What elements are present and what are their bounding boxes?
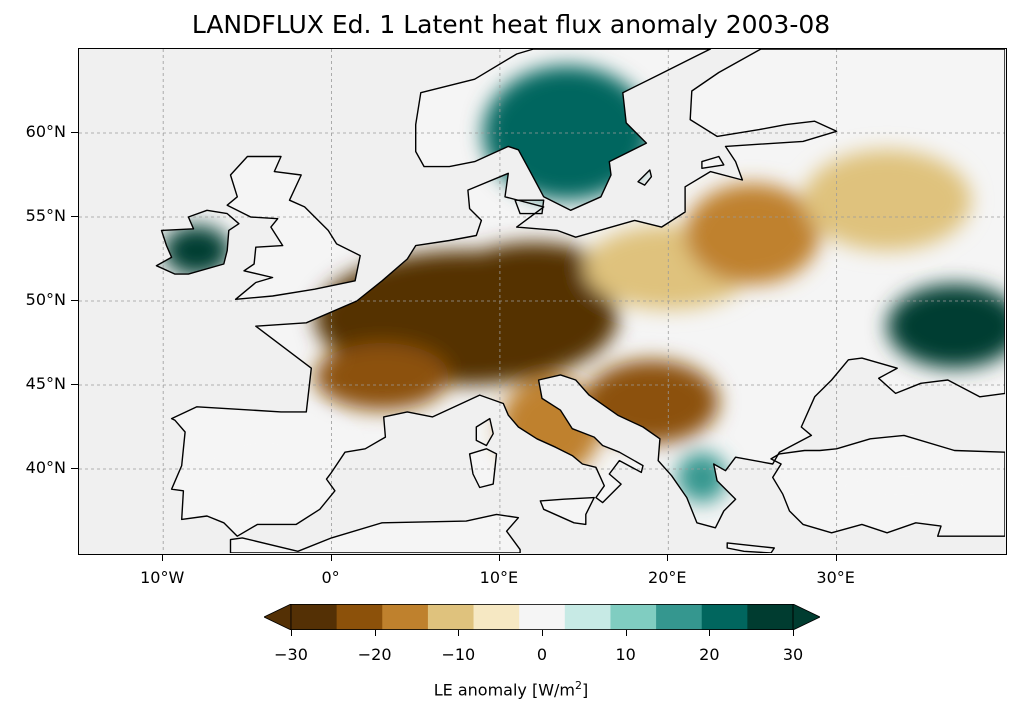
lon-tick bbox=[330, 555, 332, 561]
map-panel bbox=[78, 48, 1007, 555]
colorbar-segment bbox=[382, 604, 429, 630]
lon-tick-label: 0° bbox=[321, 568, 340, 587]
colorbar-segment bbox=[564, 604, 611, 630]
colorbar-label-exponent: 2 bbox=[575, 679, 583, 692]
colorbar-segment bbox=[291, 604, 338, 630]
lat-tick-label: 45°N bbox=[25, 374, 66, 393]
colorbar-tick-label: 0 bbox=[536, 645, 548, 664]
colorbar-tick bbox=[625, 630, 627, 636]
lon-tick bbox=[835, 555, 837, 561]
map-canvas bbox=[79, 49, 1005, 553]
anomaly-southern-france-dry bbox=[314, 343, 450, 411]
colorbar-tick-label: 30 bbox=[782, 645, 804, 664]
coastlines bbox=[155, 49, 1005, 553]
anomaly-balkans-dry bbox=[584, 359, 719, 444]
colorbar-segment bbox=[519, 604, 566, 630]
colorbar-segment bbox=[427, 604, 475, 630]
colorbar-tick bbox=[458, 630, 460, 636]
coastline-sardinia bbox=[468, 448, 498, 489]
lat-tick-label: 40°N bbox=[25, 458, 66, 477]
colorbar-label-close: ] bbox=[582, 680, 589, 700]
coastline-continent bbox=[170, 49, 1005, 537]
coastline-gb bbox=[226, 155, 361, 300]
coastline-corsica bbox=[475, 417, 494, 447]
colorbar bbox=[263, 603, 821, 631]
map-title: LANDFLUX Ed. 1 Latent heat flux anomaly … bbox=[191, 10, 831, 39]
colorbar-tick-label: 10 bbox=[615, 645, 636, 664]
colorbar-tick-label: −30 bbox=[274, 645, 308, 664]
lon-tick-label: 10°E bbox=[479, 568, 519, 587]
anomaly-turkey-neutral bbox=[802, 452, 1005, 520]
colorbar-tick bbox=[374, 630, 376, 636]
colorbar-outline bbox=[290, 604, 794, 631]
lon-tick bbox=[667, 555, 669, 561]
colorbar-segment bbox=[656, 604, 703, 630]
lon-tick bbox=[162, 555, 164, 561]
coastline-scandinavia bbox=[415, 49, 712, 211]
coastline-turkey bbox=[770, 434, 1005, 537]
colorbar-tick bbox=[542, 630, 543, 636]
anomaly-central-europe-dry bbox=[449, 242, 618, 327]
coastline-north-africa bbox=[229, 513, 521, 553]
anomaly-russia-dry bbox=[802, 149, 972, 251]
lat-tick-label: 60°N bbox=[25, 122, 66, 141]
coastline-gotland bbox=[637, 169, 653, 186]
lat-tick-label: 50°N bbox=[25, 290, 66, 309]
colorbar-tick-label: 20 bbox=[699, 645, 720, 664]
lat-tick bbox=[71, 384, 78, 386]
lon-tick-label: 30°E bbox=[816, 568, 855, 587]
anomaly-ukraine-wet bbox=[887, 284, 1005, 369]
coastline-crete bbox=[726, 542, 775, 553]
lon-tick-label: 20°E bbox=[648, 568, 687, 587]
coastline-estonia-isl bbox=[701, 155, 725, 169]
colorbar-tick-label: −20 bbox=[357, 645, 392, 664]
lon-tick-label: 10°W bbox=[140, 568, 185, 587]
lon-tick bbox=[498, 555, 501, 561]
lat-tick-label: 55°N bbox=[25, 206, 66, 225]
anomaly-ireland-wet bbox=[163, 225, 231, 276]
colorbar-extend-low bbox=[263, 603, 292, 631]
colorbar-tick-label: −10 bbox=[441, 645, 476, 664]
colorbar-extend-high bbox=[792, 603, 821, 631]
coastline-zealand bbox=[514, 199, 545, 215]
lat-tick bbox=[71, 468, 78, 470]
lat-tick bbox=[71, 132, 78, 134]
colorbar-segment bbox=[701, 604, 748, 630]
coastline-ireland bbox=[155, 209, 240, 275]
colorbar-segment bbox=[610, 604, 657, 630]
anomaly-belarus-dry bbox=[685, 183, 820, 285]
anomaly-iberia-neutral bbox=[180, 418, 349, 520]
lat-tick bbox=[71, 216, 78, 218]
colorbar-tick bbox=[793, 630, 794, 636]
colorbar-tick bbox=[709, 630, 711, 636]
colorbar-label: LE anomaly [W/m2] bbox=[0, 679, 1022, 699]
lat-tick bbox=[71, 300, 78, 302]
colorbar-segment bbox=[473, 604, 520, 630]
colorbar-segment bbox=[336, 604, 383, 630]
gridlines bbox=[79, 49, 1005, 553]
coastline-sicily bbox=[539, 496, 595, 526]
colorbar-segment bbox=[747, 604, 794, 630]
colorbar-tick bbox=[291, 630, 292, 636]
colorbar-label-text: LE anomaly [W/m bbox=[433, 680, 576, 700]
